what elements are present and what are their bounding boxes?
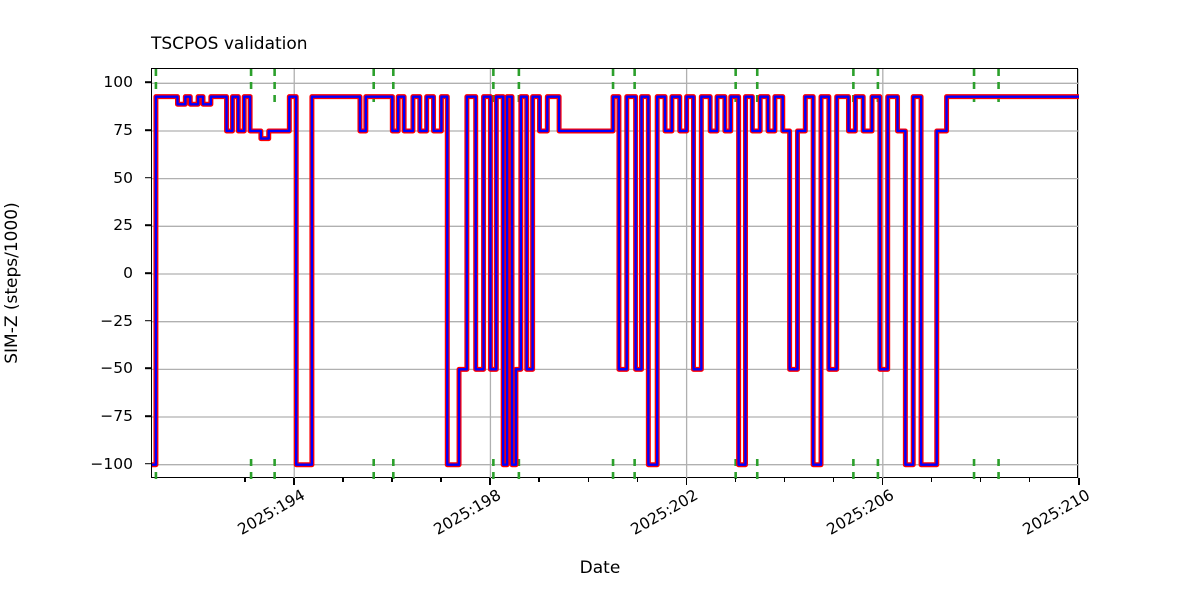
x-tick-mark-major <box>489 478 492 485</box>
y-tick-label: 0 <box>123 264 133 282</box>
x-tick-mark-major <box>881 478 884 485</box>
x-tick-mark-minor <box>783 478 786 482</box>
x-tick-mark-major <box>685 478 688 485</box>
y-tick-label: −75 <box>100 407 133 426</box>
y-tick-label: 75 <box>113 120 133 139</box>
y-tick-label: 50 <box>113 168 133 187</box>
x-tick-mark-minor <box>930 478 933 482</box>
x-tick-mark-minor <box>244 478 246 482</box>
x-tick-mark-minor <box>979 478 982 482</box>
y-tick-mark <box>145 224 151 227</box>
y-tick-mark <box>145 319 151 322</box>
y-tick-mark <box>145 81 151 84</box>
x-tick-mark-minor <box>440 478 442 482</box>
y-tick-label: −25 <box>100 311 133 330</box>
x-tick-label: 2025:206 <box>823 486 897 539</box>
data-series <box>152 94 1079 468</box>
y-tick-mark <box>145 176 151 179</box>
x-tick-mark-minor <box>832 478 835 482</box>
y-axis-tick-labels: 100 75 50 25 0 −25 −50 −75 −100 <box>0 68 151 478</box>
x-tick-mark-major <box>293 478 295 485</box>
y-tick-label: −100 <box>90 454 133 473</box>
x-tick-mark-minor <box>538 478 540 482</box>
x-tick-mark-minor <box>1028 478 1031 482</box>
y-tick-mark <box>145 462 151 465</box>
y-tick-label: 100 <box>103 73 133 92</box>
x-axis-label: Date <box>579 558 621 578</box>
y-tick-mark <box>145 129 151 131</box>
x-tick-mark-minor <box>587 478 589 482</box>
x-tick-mark-minor <box>391 478 393 482</box>
plot-area <box>151 68 1079 479</box>
page-title: TSCPOS validation <box>151 34 308 54</box>
x-tick-mark-minor <box>636 478 638 482</box>
y-tick-mark <box>145 415 151 417</box>
x-tick-label: 2025:210 <box>1019 486 1093 539</box>
y-tick-mark <box>145 272 151 274</box>
x-tick-mark-minor <box>342 478 344 482</box>
y-axis-label: SIM-Z (steps/1000) <box>2 202 22 364</box>
x-axis-tick-marks <box>151 478 1080 486</box>
x-axis-tick-labels: 2025:194 2025:198 2025:202 2025:206 2025:210 <box>0 486 1200 556</box>
y-tick-mark <box>145 367 151 370</box>
y-tick-label: 25 <box>113 216 133 235</box>
x-tick-mark-major <box>1078 478 1080 485</box>
y-tick-label: −50 <box>100 359 133 378</box>
x-tick-label: 2025:198 <box>431 486 505 539</box>
x-tick-label: 2025:202 <box>627 486 701 539</box>
x-tick-mark-minor <box>734 478 737 482</box>
x-tick-label: 2025:194 <box>234 486 309 539</box>
